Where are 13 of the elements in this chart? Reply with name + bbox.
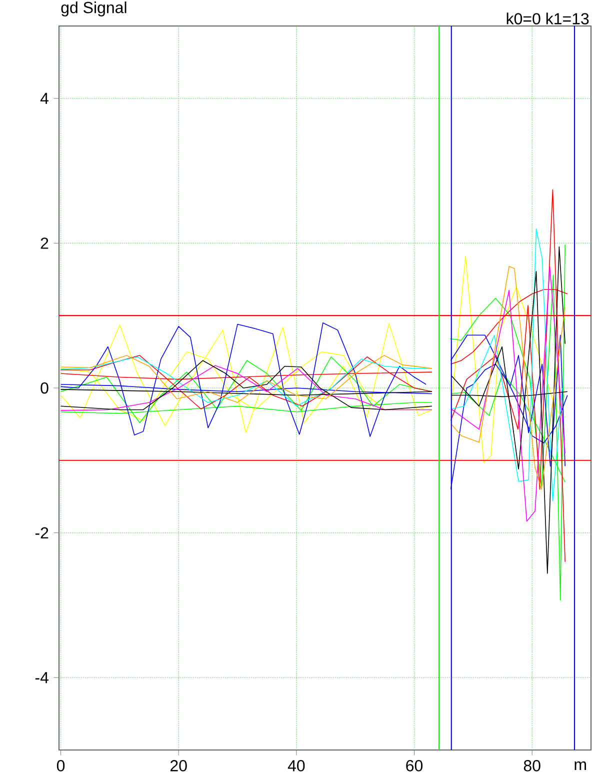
chart-title: gd Signal	[61, 1, 126, 16]
x-tick-label: 20	[170, 760, 187, 772]
x-tick-label: 40	[288, 760, 305, 772]
y-tick-label: 0	[40, 382, 48, 394]
text: k0=0 k1=13	[506, 12, 589, 24]
y-tick-label: -4	[35, 672, 48, 684]
y-tick-label: -2	[35, 527, 48, 538]
y-tick-label: 2	[40, 238, 48, 249]
x-axis-title: m	[574, 761, 586, 770]
x-tick-label: 0	[56, 760, 65, 772]
x-tick-label: 80	[524, 760, 540, 772]
y-tick-label: 4	[40, 92, 48, 104]
x-tick-label: 60	[406, 760, 423, 772]
